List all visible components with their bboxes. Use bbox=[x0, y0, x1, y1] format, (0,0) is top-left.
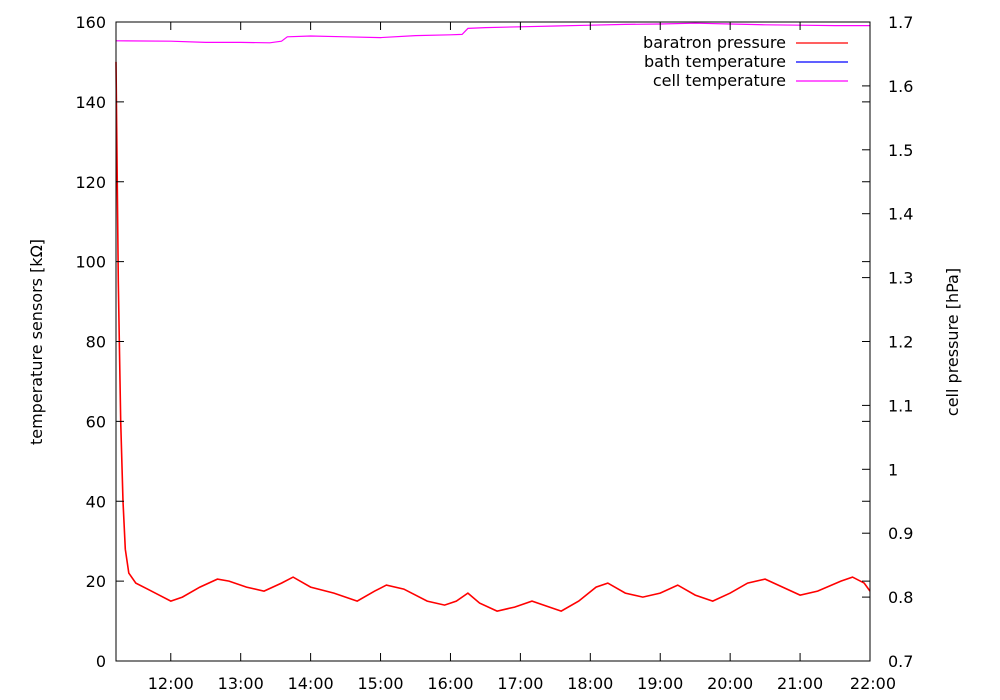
x-tick-label: 21:00 bbox=[777, 674, 823, 693]
y-tick-label: 160 bbox=[75, 13, 106, 32]
y2-tick-label: 1.2 bbox=[888, 333, 913, 352]
y2-tick-label: 0.9 bbox=[888, 524, 913, 543]
x-tick-label: 17:00 bbox=[497, 674, 543, 693]
x-tick-label: 13:00 bbox=[218, 674, 264, 693]
x-tick-label: 16:00 bbox=[427, 674, 473, 693]
y-tick-label: 20 bbox=[86, 572, 106, 591]
y2-tick-label: 0.8 bbox=[888, 588, 913, 607]
y-axis-label: temperature sensors [kΩ] bbox=[27, 239, 46, 445]
y-tick-label: 120 bbox=[75, 173, 106, 192]
y-tick-label: 60 bbox=[86, 412, 106, 431]
labels-layer: 0 20 40 60 80 100 120 140 160 0.7 0.8 0.9 1 1.1 1.2 1.3… bbox=[75, 13, 913, 693]
x-tick-label: 14:00 bbox=[288, 674, 334, 693]
y-tick-label: 0 bbox=[96, 652, 106, 671]
legend-label: cell temperature bbox=[653, 71, 786, 90]
legend-label: baratron pressure bbox=[643, 33, 786, 52]
y2-tick-label: 1.3 bbox=[888, 269, 913, 288]
x-tick-label: 22:00 bbox=[850, 674, 896, 693]
y2-tick-label: 1.7 bbox=[888, 13, 913, 32]
x-tick-label: 19:00 bbox=[637, 674, 683, 693]
y2-tick-label: 1.5 bbox=[888, 141, 913, 160]
y2-axis-label: cell pressure [hPa] bbox=[943, 268, 962, 416]
legend-label: bath temperature bbox=[644, 52, 786, 71]
y-tick-label: 100 bbox=[75, 253, 106, 272]
x-tick-label: 12:00 bbox=[148, 674, 194, 693]
y-tick-label: 80 bbox=[86, 333, 106, 352]
ticks-layer bbox=[116, 21, 871, 662]
y2-tick-label: 1.1 bbox=[888, 396, 913, 415]
y2-tick-label: 1.6 bbox=[888, 77, 913, 96]
series-line-2 bbox=[115, 22, 870, 44]
x-tick-label: 20:00 bbox=[707, 674, 753, 693]
y2-tick-label: 1 bbox=[888, 460, 898, 479]
x-tick-label: 15:00 bbox=[357, 674, 403, 693]
series-layer bbox=[115, 22, 871, 612]
y2-tick-label: 1.4 bbox=[888, 205, 913, 224]
y-tick-label: 40 bbox=[86, 492, 106, 511]
y2-tick-label: 0.7 bbox=[888, 652, 913, 671]
series-line-0 bbox=[115, 61, 871, 612]
y-tick-label: 140 bbox=[75, 93, 106, 112]
x-tick-label: 18:00 bbox=[567, 674, 613, 693]
